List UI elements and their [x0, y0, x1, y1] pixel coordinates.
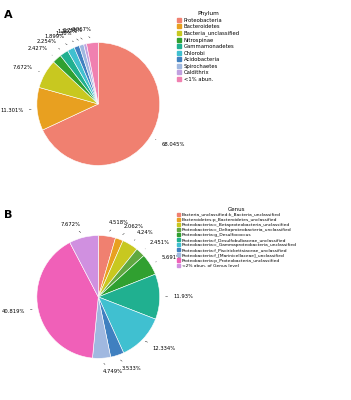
Text: 4.24%: 4.24% — [134, 230, 154, 240]
Wedge shape — [98, 297, 155, 353]
Text: 7.672%: 7.672% — [13, 65, 39, 72]
Text: 3.067%: 3.067% — [71, 27, 91, 38]
Text: 12.334%: 12.334% — [145, 341, 176, 351]
Wedge shape — [37, 88, 98, 130]
Wedge shape — [37, 242, 98, 358]
Text: 1.899%: 1.899% — [45, 34, 67, 45]
Legend: Bacteria_unclassified:k_Bacteria_unclassified, Bacteroidetes:p_Bacteroidetes_unc: Bacteria_unclassified:k_Bacteria_unclass… — [176, 206, 297, 268]
Text: 5.691%: 5.691% — [155, 255, 182, 262]
Wedge shape — [42, 42, 160, 166]
Text: A: A — [4, 10, 12, 20]
Text: 2.427%: 2.427% — [28, 46, 52, 55]
Wedge shape — [98, 256, 155, 297]
Text: 1.202%: 1.202% — [58, 30, 78, 40]
Wedge shape — [68, 48, 98, 104]
Text: 7.672%: 7.672% — [60, 222, 81, 232]
Text: 2.451%: 2.451% — [145, 240, 170, 249]
Wedge shape — [98, 241, 137, 297]
Text: 11.93%: 11.93% — [166, 294, 193, 299]
Text: 68.045%: 68.045% — [155, 139, 185, 147]
Text: 0.755%: 0.755% — [62, 28, 82, 39]
Text: 1.38%: 1.38% — [55, 31, 73, 42]
Wedge shape — [98, 249, 144, 297]
Wedge shape — [98, 238, 123, 297]
Text: 40.819%: 40.819% — [1, 309, 32, 314]
Text: 2.254%: 2.254% — [37, 39, 60, 49]
Wedge shape — [74, 46, 98, 104]
Wedge shape — [84, 44, 98, 104]
Wedge shape — [60, 51, 98, 104]
Wedge shape — [70, 236, 98, 297]
Wedge shape — [54, 56, 98, 104]
Wedge shape — [39, 62, 98, 104]
Text: B: B — [4, 210, 12, 220]
Wedge shape — [98, 274, 160, 319]
Text: 4.749%: 4.749% — [102, 363, 122, 374]
Text: 11.301%: 11.301% — [0, 108, 31, 113]
Wedge shape — [98, 297, 124, 357]
Wedge shape — [86, 42, 98, 104]
Wedge shape — [79, 44, 98, 104]
Wedge shape — [92, 297, 111, 358]
Text: 4.518%: 4.518% — [109, 220, 129, 231]
Legend: Proteobacteria, Bacteroidetes, Bacteria_unclassified, Nitrospinae, Gammamonadete: Proteobacteria, Bacteroidetes, Bacteria_… — [177, 11, 240, 82]
Text: 2.062%: 2.062% — [122, 224, 144, 235]
Wedge shape — [98, 236, 115, 297]
Text: 3.533%: 3.533% — [120, 360, 141, 371]
